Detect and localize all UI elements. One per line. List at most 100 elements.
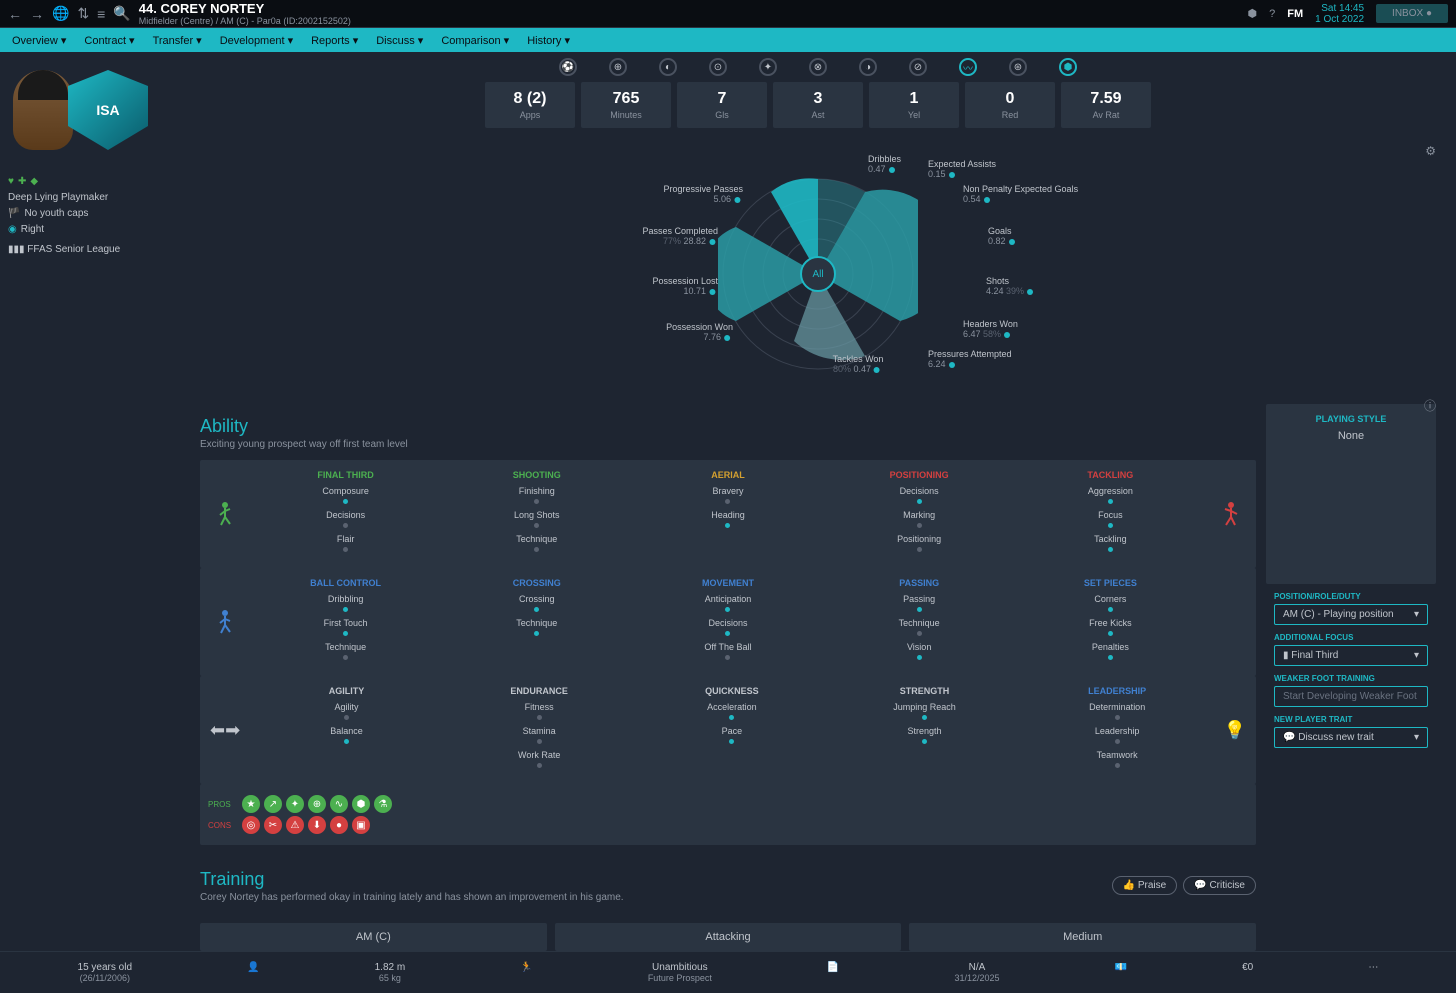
- ability-attr: Crossing: [499, 594, 574, 604]
- attr-dot: [917, 499, 922, 504]
- stat-circ-11[interactable]: ⬢: [1059, 58, 1077, 76]
- stat-gls[interactable]: 7Gls: [677, 82, 767, 128]
- weakfoot-select[interactable]: Start Developing Weaker Foot: [1274, 686, 1428, 707]
- trait-select[interactable]: 💬 Discuss new trait▾: [1274, 727, 1428, 748]
- shield-icon[interactable]: ⬢: [1248, 7, 1258, 20]
- footer-value: €0: [1242, 962, 1253, 983]
- con-icon-1[interactable]: ◎: [242, 816, 260, 834]
- attr-dot: [1108, 523, 1113, 528]
- stat-circ-3[interactable]: ◐: [659, 58, 677, 76]
- sidebar: ISA ♥✚◆ Deep Lying Playmaker 🏴No youth c…: [0, 52, 180, 951]
- info-icon[interactable]: ⓘ: [1424, 397, 1436, 414]
- stat-apps[interactable]: 8 (2)Apps: [485, 82, 575, 128]
- attr-dot: [1108, 607, 1113, 612]
- attr-dot: [1115, 715, 1120, 720]
- pros-label: PROS: [208, 800, 238, 809]
- fm-logo: FM: [1287, 8, 1303, 20]
- tabbar: Overview ▾ Contract ▾ Transfer ▾ Develop…: [0, 28, 1456, 52]
- stat-ast[interactable]: 3Ast: [773, 82, 863, 128]
- tab-reports[interactable]: Reports ▾: [311, 34, 358, 47]
- stat-minutes[interactable]: 765Minutes: [581, 82, 671, 128]
- stat-circ-5[interactable]: ✦: [759, 58, 777, 76]
- stat-circ-10[interactable]: ⊛: [1009, 58, 1027, 76]
- radar-label: Pressures Attempted6.24: [928, 349, 1012, 369]
- ability-attr: Dribbling: [308, 594, 383, 604]
- running-icon: 🏃: [520, 962, 532, 983]
- ability-title: Ability: [200, 416, 1256, 437]
- help-icon[interactable]: ?: [1269, 8, 1275, 20]
- stat-circ-6[interactable]: ⊗: [809, 58, 827, 76]
- stat-icon: ◆: [30, 174, 38, 190]
- ability-attr: Balance: [309, 726, 384, 736]
- inbox-button[interactable]: INBOX ●: [1376, 4, 1448, 23]
- physical-icon: ⬅➡: [210, 720, 240, 741]
- stat-red[interactable]: 0Red: [965, 82, 1055, 128]
- ability-attr: Corners: [1073, 594, 1148, 604]
- con-icon-2[interactable]: ✂: [264, 816, 282, 834]
- stat-avrat[interactable]: 7.59Av Rat: [1061, 82, 1151, 128]
- ability-panel-2: BALL CONTROLDribblingFirst TouchTechniqu…: [200, 568, 1256, 676]
- ability-attr: Decisions: [308, 510, 383, 520]
- ability-attr: Vision: [882, 642, 957, 652]
- stat-yel[interactable]: 1Yel: [869, 82, 959, 128]
- stat-circ-9[interactable]: 〰: [959, 58, 977, 76]
- stat-circ-7[interactable]: ◑: [859, 58, 877, 76]
- stat-circ-8[interactable]: ⊘: [909, 58, 927, 76]
- attr-dot: [922, 715, 927, 720]
- tab-overview[interactable]: Overview ▾: [12, 34, 66, 47]
- tab-history[interactable]: History ▾: [527, 34, 570, 47]
- ability-attr: Focus: [1073, 510, 1148, 520]
- foot-icon: ◉: [8, 222, 17, 238]
- ability-attr: Tackling: [1073, 534, 1148, 544]
- con-icon-3[interactable]: ⚠: [286, 816, 304, 834]
- con-icon-5[interactable]: ●: [330, 816, 348, 834]
- stat-circ-4[interactable]: ⊙: [709, 58, 727, 76]
- radar-center[interactable]: All: [800, 256, 836, 292]
- pro-icon-3[interactable]: ✦: [286, 795, 304, 813]
- back-arrow[interactable]: ←: [8, 6, 22, 22]
- tab-transfer[interactable]: Transfer ▾: [153, 34, 202, 47]
- ability-header: LEADERSHIP: [1080, 686, 1155, 696]
- more-icon[interactable]: ⋯: [1368, 962, 1378, 983]
- tab-development[interactable]: Development ▾: [220, 34, 293, 47]
- ability-attr: Finishing: [499, 486, 574, 496]
- con-icon-6[interactable]: ▣: [352, 816, 370, 834]
- training-tab-intensity[interactable]: Medium: [909, 923, 1256, 951]
- training-tab-position[interactable]: AM (C): [200, 923, 547, 951]
- ability-attr: Work Rate: [502, 750, 577, 760]
- pro-icon-6[interactable]: ⬢: [352, 795, 370, 813]
- attr-dot: [1108, 655, 1113, 660]
- ability-attr: Passing: [882, 594, 957, 604]
- radar-label: Headers Won6.47 58%: [963, 319, 1018, 339]
- tab-discuss[interactable]: Discuss ▾: [376, 34, 423, 47]
- stat-circ-1[interactable]: ⚽: [559, 58, 577, 76]
- tab-contract[interactable]: Contract ▾: [84, 34, 134, 47]
- con-icon-4[interactable]: ⬇: [308, 816, 326, 834]
- footer-contract: N/A31/12/2025: [954, 962, 999, 983]
- search-icon[interactable]: 🔍: [113, 5, 130, 22]
- pro-icon-7[interactable]: ⚗: [374, 795, 392, 813]
- pro-icon-4[interactable]: ⊕: [308, 795, 326, 813]
- attr-dot: [343, 655, 348, 660]
- plus-icon: ✚: [18, 174, 26, 190]
- pro-icon-1[interactable]: ★: [242, 795, 260, 813]
- position-select[interactable]: AM (C) - Playing position▾: [1274, 604, 1428, 625]
- ability-header: CROSSING: [499, 578, 574, 588]
- training-tab-focus[interactable]: Attacking: [555, 923, 902, 951]
- focus-select[interactable]: ▮ Final Third▾: [1274, 645, 1428, 666]
- ability-attr: First Touch: [308, 618, 383, 628]
- praise-button[interactable]: 👍 Praise: [1112, 876, 1178, 895]
- pro-icon-2[interactable]: ↗: [264, 795, 282, 813]
- menu-icon[interactable]: ≡: [97, 6, 105, 22]
- updown-icon[interactable]: ⇅: [77, 5, 89, 22]
- tab-comparison[interactable]: Comparison ▾: [441, 34, 509, 47]
- criticise-button[interactable]: 💬 Criticise: [1183, 876, 1256, 895]
- defender-icon: [1216, 499, 1246, 529]
- stat-circ-2[interactable]: ⊕: [609, 58, 627, 76]
- gear-icon[interactable]: ⚙: [1425, 144, 1436, 158]
- radar-label: Dribbles0.47: [868, 154, 901, 174]
- pro-icon-5[interactable]: ∿: [330, 795, 348, 813]
- globe-icon[interactable]: 🌐: [52, 5, 69, 22]
- forward-arrow[interactable]: →: [30, 6, 44, 22]
- ability-sub: Exciting young prospect way off first te…: [200, 439, 1256, 450]
